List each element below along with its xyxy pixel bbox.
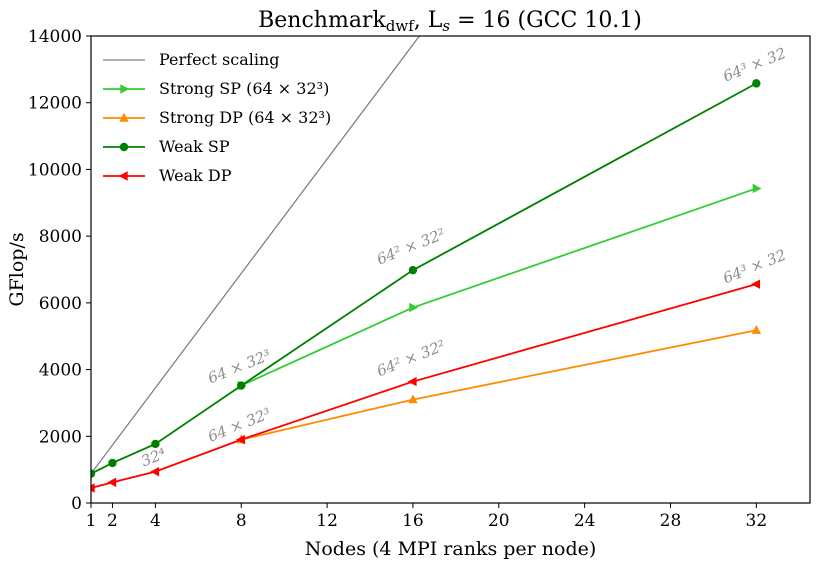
data-point <box>751 279 761 289</box>
data-point <box>91 469 96 478</box>
data-point <box>408 265 418 275</box>
legend-label: Perfect scaling <box>159 50 280 69</box>
legend-entry: Strong DP (64 × 32³) <box>103 108 331 127</box>
legend-marker <box>120 84 130 94</box>
series-3 <box>91 79 761 478</box>
series-4 <box>91 279 761 493</box>
data-point <box>751 325 762 334</box>
data-point <box>150 466 160 477</box>
data-point <box>107 477 117 488</box>
annotation-label: 64³ × 32 <box>720 246 788 288</box>
data-point <box>407 376 417 387</box>
y-tick-label: 2000 <box>39 427 82 447</box>
data-point <box>752 79 761 88</box>
annotation-label: 64 × 32³ <box>205 346 273 388</box>
y-tick-label: 14000 <box>28 27 82 47</box>
chart-title: Benchmarkdwf, Ls = 16 (GCC 10.1) <box>258 8 642 35</box>
x-tick-label: 16 <box>402 511 424 531</box>
y-tick-label: 4000 <box>39 361 82 381</box>
x-tick-label: 28 <box>660 511 682 531</box>
chart-title-text: Benchmarkdwf, Ls = 16 (GCC 10.1) <box>258 8 642 35</box>
legend-entry: Strong SP (64 × 32³) <box>103 79 329 98</box>
x-tick-label: 24 <box>574 511 596 531</box>
legend-entry: Weak DP <box>103 166 232 185</box>
x-tick-label: 20 <box>488 511 510 531</box>
x-axis-label: Nodes (4 MPI ranks per node) <box>305 538 597 560</box>
data-point <box>236 434 245 445</box>
y-tick-label: 0 <box>71 494 82 514</box>
x-tick-label: 32 <box>746 511 768 531</box>
series-line <box>240 187 757 387</box>
data-point <box>237 381 246 390</box>
series-1 <box>237 183 762 391</box>
x-tick-label: 1 <box>86 511 97 531</box>
y-tick-label: 8000 <box>39 227 82 247</box>
axes-frame <box>90 35 811 504</box>
y-tick-label: 6000 <box>39 294 82 314</box>
series-line <box>91 36 420 475</box>
x-tick-label: 4 <box>150 511 161 531</box>
legend-label: Strong DP (64 × 32³) <box>159 108 331 127</box>
legend-entry: Weak SP <box>103 137 230 156</box>
annotation-label: 64² × 32² <box>374 336 448 380</box>
data-point <box>108 458 117 468</box>
legend-marker <box>119 112 129 122</box>
data-point <box>408 394 418 404</box>
legend-label: Weak SP <box>159 137 230 156</box>
x-tick-label: 2 <box>107 511 118 531</box>
legend-marker <box>118 171 128 181</box>
y-axis-label: GFlop/s <box>6 232 28 306</box>
legend-entry: Perfect scaling <box>103 50 280 69</box>
data-point <box>91 483 95 493</box>
data-point <box>409 302 419 313</box>
data-point <box>151 439 160 449</box>
series-line <box>91 283 757 489</box>
axes: 1 2 4 8 12 16 20 24 28 32020004000600080001000012… <box>28 27 811 531</box>
series-0 <box>91 36 420 475</box>
data-point <box>752 183 762 194</box>
legend-label: Strong SP (64 × 32³) <box>159 79 329 98</box>
annotation-label: 64³ × 32 <box>720 44 788 86</box>
annotation-label: 64² × 32² <box>374 225 448 269</box>
legend-label: Weak DP <box>159 166 232 185</box>
legend: Perfect scaling Strong SP (64 × 32³) Stron… <box>103 50 331 185</box>
x-tick-label: 8 <box>236 511 247 531</box>
annotation-label: 32⁴ <box>139 444 169 470</box>
y-tick-label: 10000 <box>28 160 82 180</box>
x-tick-label: 12 <box>316 511 338 531</box>
series-line <box>241 329 757 441</box>
y-tick-label: 12000 <box>28 94 82 114</box>
series-2 <box>236 325 762 444</box>
legend-marker <box>119 142 129 152</box>
